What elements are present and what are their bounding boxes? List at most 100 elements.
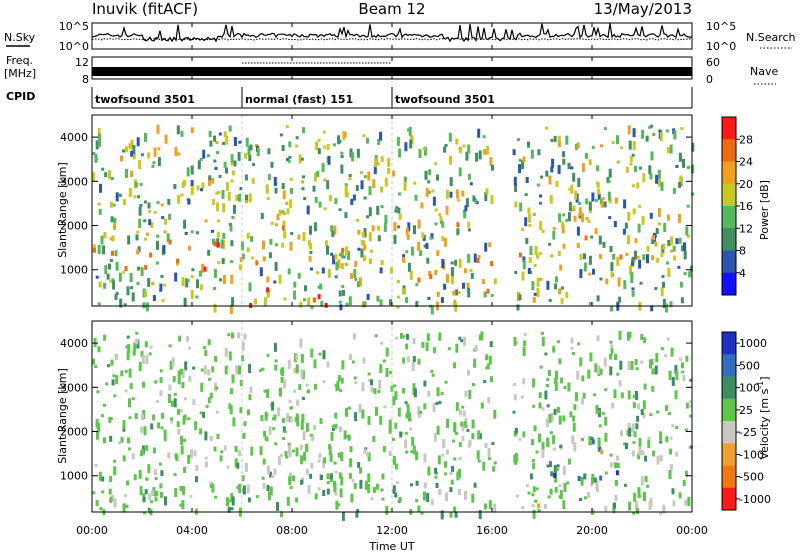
- heatmap-cell: [178, 335, 182, 342]
- nave-tick-top: 60: [706, 56, 720, 69]
- heatmap-cell: [354, 381, 358, 385]
- heatmap-cell: [412, 356, 416, 363]
- heatmap-cell: [348, 296, 352, 306]
- heatmap-cell: [688, 271, 692, 278]
- heatmap-cell: [361, 301, 365, 308]
- heatmap-cell: [177, 408, 181, 415]
- heatmap-cell: [351, 479, 355, 482]
- heatmap-cell: [591, 477, 594, 484]
- heatmap-cell: [301, 180, 305, 184]
- heatmap-cell: [173, 398, 177, 408]
- heatmap-cell: [223, 445, 227, 451]
- heatmap-cell: [139, 486, 143, 496]
- heatmap-cell: [589, 352, 593, 362]
- heatmap-cell: [436, 387, 440, 397]
- heatmap-cell: [561, 224, 565, 234]
- heatmap-cell: [538, 402, 542, 409]
- heatmap-cell: [675, 451, 679, 457]
- heatmap-cell: [594, 228, 598, 235]
- heatmap-cell: [449, 487, 453, 493]
- heatmap-cell: [192, 366, 196, 370]
- heatmap-cell: [545, 126, 549, 130]
- heatmap-cell: [681, 245, 685, 252]
- heatmap-cell: [627, 423, 631, 429]
- heatmap-cell: [405, 343, 409, 350]
- heatmap-cell: [488, 242, 492, 248]
- heatmap-cell: [338, 472, 342, 479]
- heatmap-cell: [392, 455, 396, 465]
- heatmap-cell: [563, 483, 567, 492]
- heatmap-cell: [367, 484, 371, 493]
- heatmap-cell: [532, 462, 536, 469]
- heatmap-cell: [145, 444, 149, 451]
- heatmap-cell: [438, 332, 442, 339]
- heatmap-cell: [200, 368, 204, 372]
- heatmap-cell: [303, 451, 307, 461]
- heatmap-cell: [336, 380, 340, 390]
- heatmap-cell: [642, 412, 646, 419]
- heatmap-cell: [302, 175, 305, 179]
- heatmap-cell: [177, 428, 181, 435]
- heatmap-cell: [446, 273, 449, 283]
- heatmap-cell: [423, 491, 426, 501]
- heatmap-cell: [101, 167, 105, 171]
- heatmap-cell: [518, 437, 522, 441]
- heatmap-cell: [458, 336, 462, 340]
- heatmap-cell: [334, 470, 338, 474]
- heatmap-cell: [195, 465, 199, 471]
- heatmap-cell: [392, 396, 396, 406]
- heatmap-cell: [301, 396, 305, 400]
- heatmap-cell: [332, 255, 336, 265]
- heatmap-cell: [144, 264, 148, 270]
- heatmap-cell: [417, 277, 421, 283]
- heatmap-cell: [477, 255, 481, 259]
- heatmap-cell: [174, 488, 178, 498]
- heatmap-cell: [363, 255, 366, 262]
- heatmap-cell: [611, 141, 615, 144]
- heatmap-cell: [308, 240, 311, 247]
- heatmap-cell: [590, 235, 594, 239]
- colorbar-tick-label: 100: [739, 382, 760, 395]
- heatmap-cell: [190, 449, 193, 459]
- heatmap-cell: [518, 164, 522, 174]
- heatmap-cell: [678, 181, 682, 188]
- heatmap-cell: [554, 283, 558, 290]
- heatmap-cell: [112, 374, 116, 378]
- heatmap-cell: [293, 290, 297, 300]
- heatmap-cell: [675, 164, 679, 168]
- heatmap-cell: [343, 131, 347, 138]
- heatmap-cell: [137, 266, 141, 270]
- heatmap-cell: [480, 331, 484, 341]
- heatmap-cell: [619, 254, 623, 260]
- heatmap-cell: [231, 332, 234, 339]
- heatmap-cell: [239, 407, 243, 414]
- heatmap-cell: [209, 140, 213, 147]
- heatmap-cell: [538, 392, 542, 399]
- heatmap-cell: [434, 467, 438, 474]
- heatmap-cell: [412, 383, 416, 393]
- heatmap-cell: [266, 353, 270, 357]
- heatmap-cell: [521, 506, 525, 510]
- heatmap-cell: [652, 235, 655, 241]
- heatmap-cell: [436, 425, 440, 435]
- date-title: 13/May/2013: [594, 0, 692, 18]
- heatmap-cell: [577, 342, 581, 346]
- heatmap-cell: [521, 271, 525, 281]
- heatmap-cell: [337, 503, 340, 507]
- velocity-colorbar-label-sup: -1: [756, 381, 765, 389]
- heatmap-cell: [131, 453, 135, 460]
- heatmap-cell: [634, 238, 638, 244]
- heatmap-cell: [449, 155, 452, 165]
- heatmap-cell: [649, 413, 653, 417]
- heatmap-cell: [412, 338, 416, 345]
- heatmap-cell: [102, 245, 106, 255]
- heatmap-cell: [245, 137, 249, 147]
- heatmap-cell: [127, 344, 131, 354]
- heatmap-cell: [157, 147, 161, 151]
- heatmap-cell: [579, 269, 583, 279]
- heatmap-cell: [410, 450, 414, 454]
- heatmap-cell: [438, 401, 442, 405]
- heatmap-cell: [124, 493, 128, 497]
- heatmap-cell: [263, 430, 267, 437]
- x-tick-label: 12:00: [376, 524, 408, 537]
